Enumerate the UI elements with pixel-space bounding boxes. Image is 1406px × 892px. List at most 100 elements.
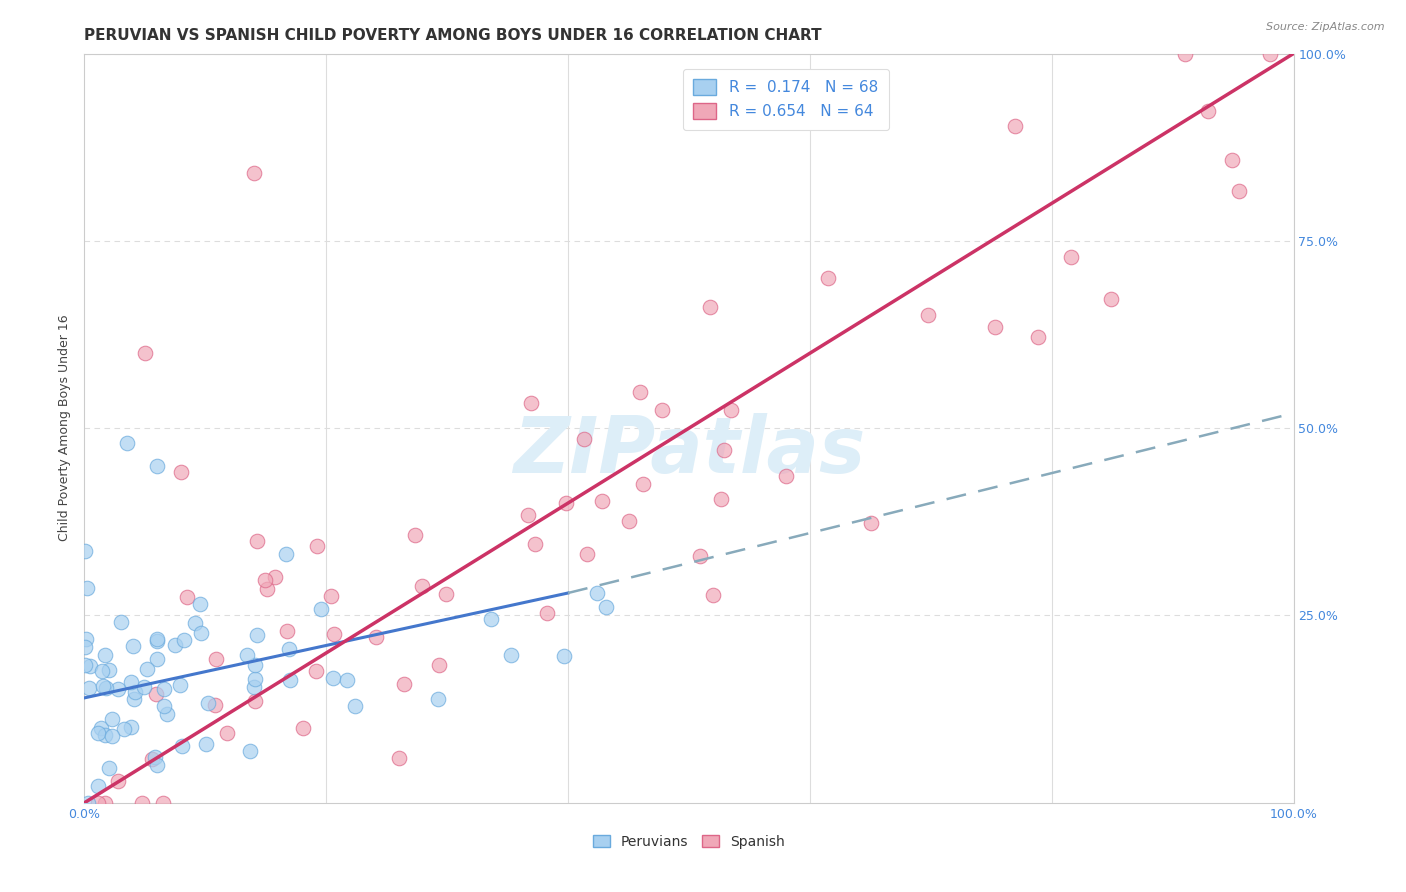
Point: [156, 707, 179, 722]
Point: [524, 537, 547, 551]
Point: [575, 548, 598, 562]
Point: [278, 673, 301, 688]
Legend: Peruvians, Spanish: Peruvians, Spanish: [586, 828, 792, 855]
Point: [194, 737, 217, 751]
Point: [173, 632, 195, 647]
Point: [98, 761, 121, 775]
Point: [591, 493, 613, 508]
Point: [236, 648, 259, 662]
Point: [1174, 46, 1197, 61]
Text: PERUVIAN VS SPANISH CHILD POVERTY AMONG BOYS UNDER 16 CORRELATION CHART: PERUVIAN VS SPANISH CHILD POVERTY AMONG …: [84, 28, 823, 43]
Point: [107, 774, 129, 789]
Point: [94, 648, 117, 663]
Point: [75, 632, 97, 647]
Point: [595, 600, 617, 615]
Point: [392, 677, 415, 691]
Point: [710, 491, 733, 506]
Point: [204, 698, 226, 713]
Y-axis label: Child Poverty Among Boys Under 16: Child Poverty Among Boys Under 16: [58, 315, 72, 541]
Point: [276, 547, 298, 561]
Point: [73, 657, 96, 672]
Point: [107, 682, 129, 697]
Point: [122, 640, 145, 654]
Point: [91, 679, 114, 693]
Point: [176, 590, 198, 604]
Text: ZIPatlas: ZIPatlas: [513, 413, 865, 489]
Point: [388, 750, 411, 764]
Point: [343, 698, 366, 713]
Point: [143, 749, 166, 764]
Point: [79, 659, 101, 673]
Point: [94, 796, 117, 810]
Point: [586, 586, 609, 600]
Point: [100, 729, 122, 743]
Point: [97, 663, 120, 677]
Point: [153, 681, 176, 696]
Point: [75, 544, 97, 558]
Point: [141, 752, 163, 766]
Point: [1258, 46, 1281, 61]
Point: [136, 662, 159, 676]
Point: [519, 396, 541, 410]
Point: [94, 681, 117, 696]
Point: [499, 648, 522, 662]
Point: [631, 476, 654, 491]
Point: [94, 728, 117, 742]
Point: [713, 443, 735, 458]
Point: [87, 796, 110, 810]
Point: [617, 515, 640, 529]
Point: [321, 589, 343, 603]
Point: [536, 607, 558, 621]
Point: [276, 624, 298, 638]
Point: [75, 640, 97, 654]
Point: [1026, 329, 1049, 343]
Point: [427, 691, 450, 706]
Point: [434, 587, 457, 601]
Point: [145, 687, 167, 701]
Point: [215, 726, 238, 740]
Point: [775, 468, 797, 483]
Point: [253, 573, 276, 587]
Point: [77, 796, 100, 810]
Point: [190, 625, 212, 640]
Point: [628, 384, 651, 399]
Point: [555, 496, 578, 510]
Point: [479, 612, 502, 626]
Point: [699, 300, 721, 314]
Point: [860, 516, 883, 530]
Point: [163, 638, 186, 652]
Point: [170, 739, 193, 754]
Point: [124, 684, 146, 698]
Point: [336, 673, 359, 687]
Point: [984, 319, 1007, 334]
Point: [246, 628, 269, 642]
Point: [243, 694, 266, 708]
Point: [291, 721, 314, 735]
Text: Source: ZipAtlas.com: Source: ZipAtlas.com: [1267, 22, 1385, 32]
Point: [689, 549, 711, 564]
Point: [256, 582, 278, 596]
Point: [305, 664, 328, 678]
Point: [152, 796, 174, 810]
Point: [553, 648, 575, 663]
Point: [404, 528, 426, 542]
Point: [702, 588, 724, 602]
Point: [115, 436, 138, 450]
Point: [132, 681, 155, 695]
Point: [817, 270, 839, 285]
Point: [1197, 103, 1219, 118]
Point: [146, 758, 169, 772]
Point: [278, 641, 301, 656]
Point: [153, 698, 176, 713]
Point: [411, 579, 433, 593]
Point: [100, 712, 122, 726]
Point: [239, 744, 262, 758]
Point: [188, 597, 211, 611]
Point: [307, 539, 329, 553]
Point: [87, 779, 110, 793]
Point: [366, 630, 388, 644]
Point: [169, 678, 191, 692]
Point: [264, 570, 287, 584]
Point: [145, 633, 167, 648]
Point: [120, 720, 142, 734]
